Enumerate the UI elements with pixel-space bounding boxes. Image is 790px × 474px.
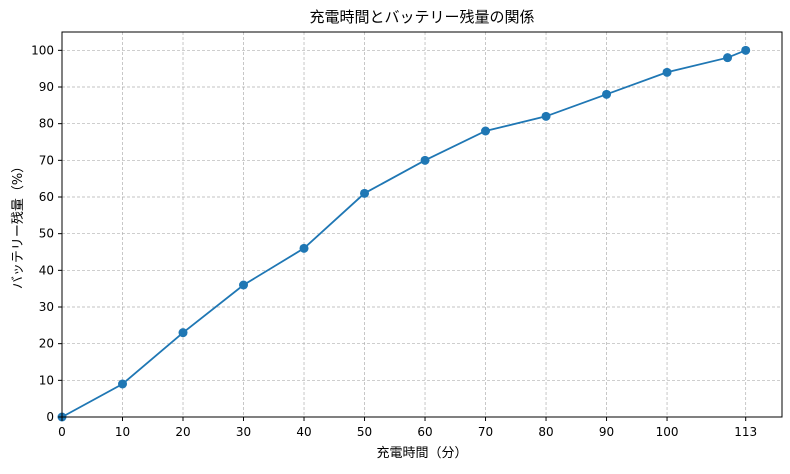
x-axis-ticks: 0 10 20 30 40 50 60 70 80 90 100 113 — [58, 417, 757, 439]
data-point — [602, 89, 612, 99]
y-tick-label: 90 — [39, 80, 54, 94]
data-point — [723, 53, 733, 63]
data-point — [178, 328, 188, 338]
data-point — [118, 379, 128, 389]
x-tick-label: 113 — [734, 425, 757, 439]
y-tick-label: 30 — [39, 300, 54, 314]
y-tick-label: 10 — [39, 373, 54, 387]
x-tick-label: 60 — [417, 425, 432, 439]
data-point — [360, 188, 370, 198]
grid-lines — [61, 32, 782, 418]
y-tick-label: 50 — [39, 227, 54, 241]
x-tick-label: 0 — [58, 425, 66, 439]
y-tick-label: 60 — [39, 190, 54, 204]
x-tick-label: 10 — [115, 425, 130, 439]
data-point — [541, 111, 551, 121]
data-point — [481, 126, 491, 136]
data-series — [57, 45, 751, 422]
x-tick-label: 90 — [599, 425, 614, 439]
x-tick-label: 100 — [656, 425, 679, 439]
y-tick-label: 70 — [39, 153, 54, 167]
x-tick-label: 70 — [478, 425, 493, 439]
plot-frame — [61, 31, 783, 418]
x-tick-label: 20 — [175, 425, 190, 439]
data-point — [662, 67, 672, 77]
x-tick-label: 30 — [236, 425, 251, 439]
y-tick-label: 20 — [39, 337, 54, 351]
x-tick-label: 40 — [296, 425, 311, 439]
x-tick-label: 80 — [538, 425, 553, 439]
y-tick-label: 100 — [31, 43, 54, 57]
data-point — [239, 280, 249, 290]
y-tick-label: 40 — [39, 263, 54, 277]
x-tick-label: 50 — [357, 425, 372, 439]
y-tick-label: 0 — [46, 410, 54, 424]
x-axis-label: 充電時間（分） — [376, 445, 467, 461]
chart-title: 充電時間とバッテリー残量の関係 — [309, 8, 534, 26]
data-point — [420, 155, 430, 165]
y-tick-label: 80 — [39, 117, 54, 131]
y-axis-ticks: 0 10 20 30 40 50 60 70 80 90 100 — [31, 43, 62, 424]
data-point — [741, 45, 751, 55]
y-axis-label: バッテリー残量（%） — [11, 160, 26, 289]
data-point — [299, 243, 309, 253]
